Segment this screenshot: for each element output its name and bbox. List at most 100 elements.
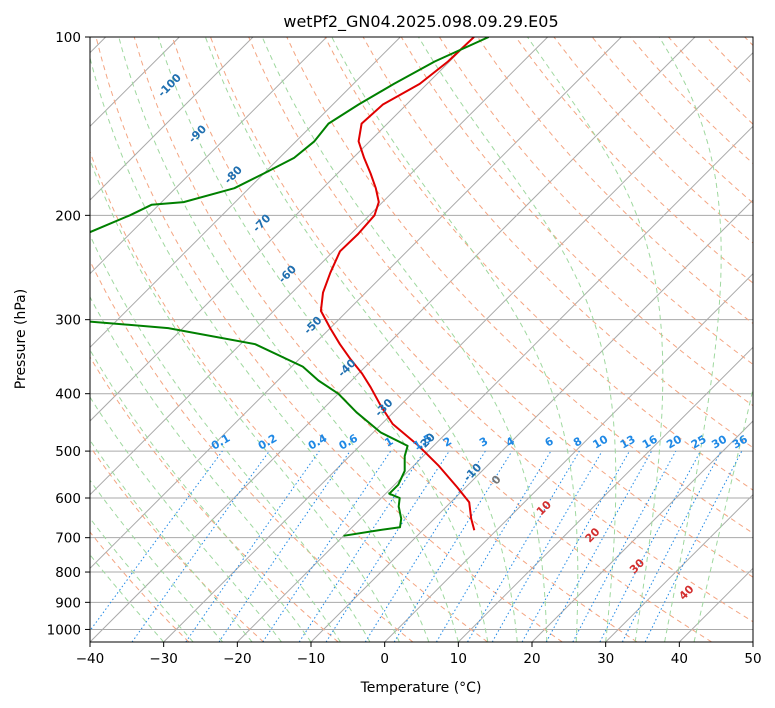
isotherm-line [236,125,753,642]
mixing-ratio-line [131,450,270,642]
dry-adiabat-line [133,37,638,642]
dry-adiabat-line [95,37,563,642]
moist-adiabat-line [693,386,753,642]
dry-adiabat-line [477,37,753,325]
profile-series [90,37,490,537]
isotherm-line [310,199,753,642]
mixing-ratio-label: 1 [382,435,395,450]
isotherm-line [90,37,622,570]
line-labels: 0.1 0.2 0.4 0.6 1 1.5 2 3 4 6 8 10 13 16 20 25 30 36-100-… [155,71,750,603]
x-tick-label: 0 [380,651,389,667]
mixing-ratio-label: 25 [689,433,709,452]
x-axis-title: Temperature (°C) [360,680,482,696]
isotherm-line [457,346,753,642]
mixing-ratio-line [262,450,392,642]
moist-adiabat-label: 40 [676,582,696,602]
moist-adiabat-line [331,37,579,642]
dry-adiabat-line [591,37,753,204]
moist-adiabat-line [658,37,722,642]
mixing-ratio-label: 10 [591,432,611,451]
dewpoint-line [90,37,490,537]
dry-adiabat-label: -80 [222,163,245,186]
mixing-ratio-label: 6 [543,434,556,449]
isotherm-line [531,420,753,642]
isotherm-line [90,37,401,349]
dry-adiabat-line [668,37,753,125]
isotherm-line [605,493,753,642]
y-axis: 100 200 300 400 500 600 700 800 900 1000 [47,30,90,638]
mixing-ratio-line [218,450,351,642]
isotherm-line [90,37,475,422]
mixing-ratio-label: 20 [664,432,684,451]
mixing-ratio-line [90,450,223,632]
dry-adiabat-label: -60 [276,262,299,285]
x-tick-label: −20 [223,651,252,667]
mixing-ratio-label: 8 [571,435,584,450]
plot-frame [89,36,754,643]
x-tick-label: −10 [297,651,326,667]
moist-adiabat-line [527,37,664,642]
moist-adiabat-line [90,55,430,642]
dry-adiabat-label: -30 [372,396,395,419]
mixing-ratio-label: 3 [477,435,490,450]
mixing-ratio-label: 0.2 [256,432,279,453]
y-tick-label: 300 [55,313,81,329]
y-tick-label: 600 [55,491,81,507]
moist-adiabat-label: 20 [583,525,603,545]
y-tick-label: 800 [55,565,81,581]
moist-adiabat-line [90,479,223,642]
y-tick-label: 1000 [47,622,81,638]
mixing-ratio-line [325,450,450,642]
moist-adiabat-line [90,396,282,642]
x-tick-label: 10 [450,651,467,667]
mixing-ratio-line [393,450,513,642]
y-tick-label: 100 [55,30,81,46]
moist-adiabat-line [118,37,459,642]
mixing-ratio-label: 16 [640,432,660,451]
dry-adiabat-label: -50 [301,314,324,337]
mixing-ratio-line [521,450,630,642]
mixing-ratio-line [298,450,425,642]
dry-adiabat-line [400,37,753,407]
dry-adiabat-line [90,531,190,642]
isotherm-line [90,37,254,201]
dry-adiabat-line [438,37,753,366]
mixing-ratio-label: 30 [709,432,729,451]
mixing-ratio-line [467,450,580,642]
y-axis-title: Pressure (hPa) [13,289,29,389]
dry-adiabat-line [90,356,339,642]
y-tick-label: 500 [55,444,81,460]
x-tick-label: 40 [671,651,688,667]
dry-adiabat-line [90,259,414,642]
dry-adiabat-line [553,37,753,244]
isotherm-line [752,641,753,642]
mixing-ratio-label: 36 [730,432,750,451]
dry-adiabat-line [90,445,264,642]
moist-adiabat-line [261,37,548,642]
mixing-ratio-line [545,450,653,642]
isotherm-line [678,567,753,642]
moist-adiabat-line [204,37,518,642]
x-tick-label: −30 [149,651,178,667]
dry-adiabat-label: -10 [461,461,484,484]
moist-adiabat-line [157,37,489,642]
dry-adiabat-line [210,37,753,623]
x-axis: −40 −30 −20 −10 0 10 20 30 40 50 [76,642,762,667]
dry-adiabat-line [286,37,753,534]
y-tick-label: 400 [55,387,81,403]
background-lines [90,37,753,642]
mixing-ratio-label: 0.1 [209,432,232,453]
dry-adiabat-label: -100 [155,71,184,100]
x-tick-label: 20 [523,651,540,667]
moist-adiabat-line [90,349,312,642]
dry-adiabat-line [744,37,753,47]
y-tick-label: 700 [55,531,81,547]
mixing-ratio-line [572,450,677,642]
isotherm-line [163,51,753,642]
mixing-ratio-line [185,450,320,642]
y-tick-label: 200 [55,208,81,224]
isotherm-line [90,37,549,496]
dry-adiabat-line [248,37,753,578]
moist-adiabat-label: 10 [534,498,554,518]
